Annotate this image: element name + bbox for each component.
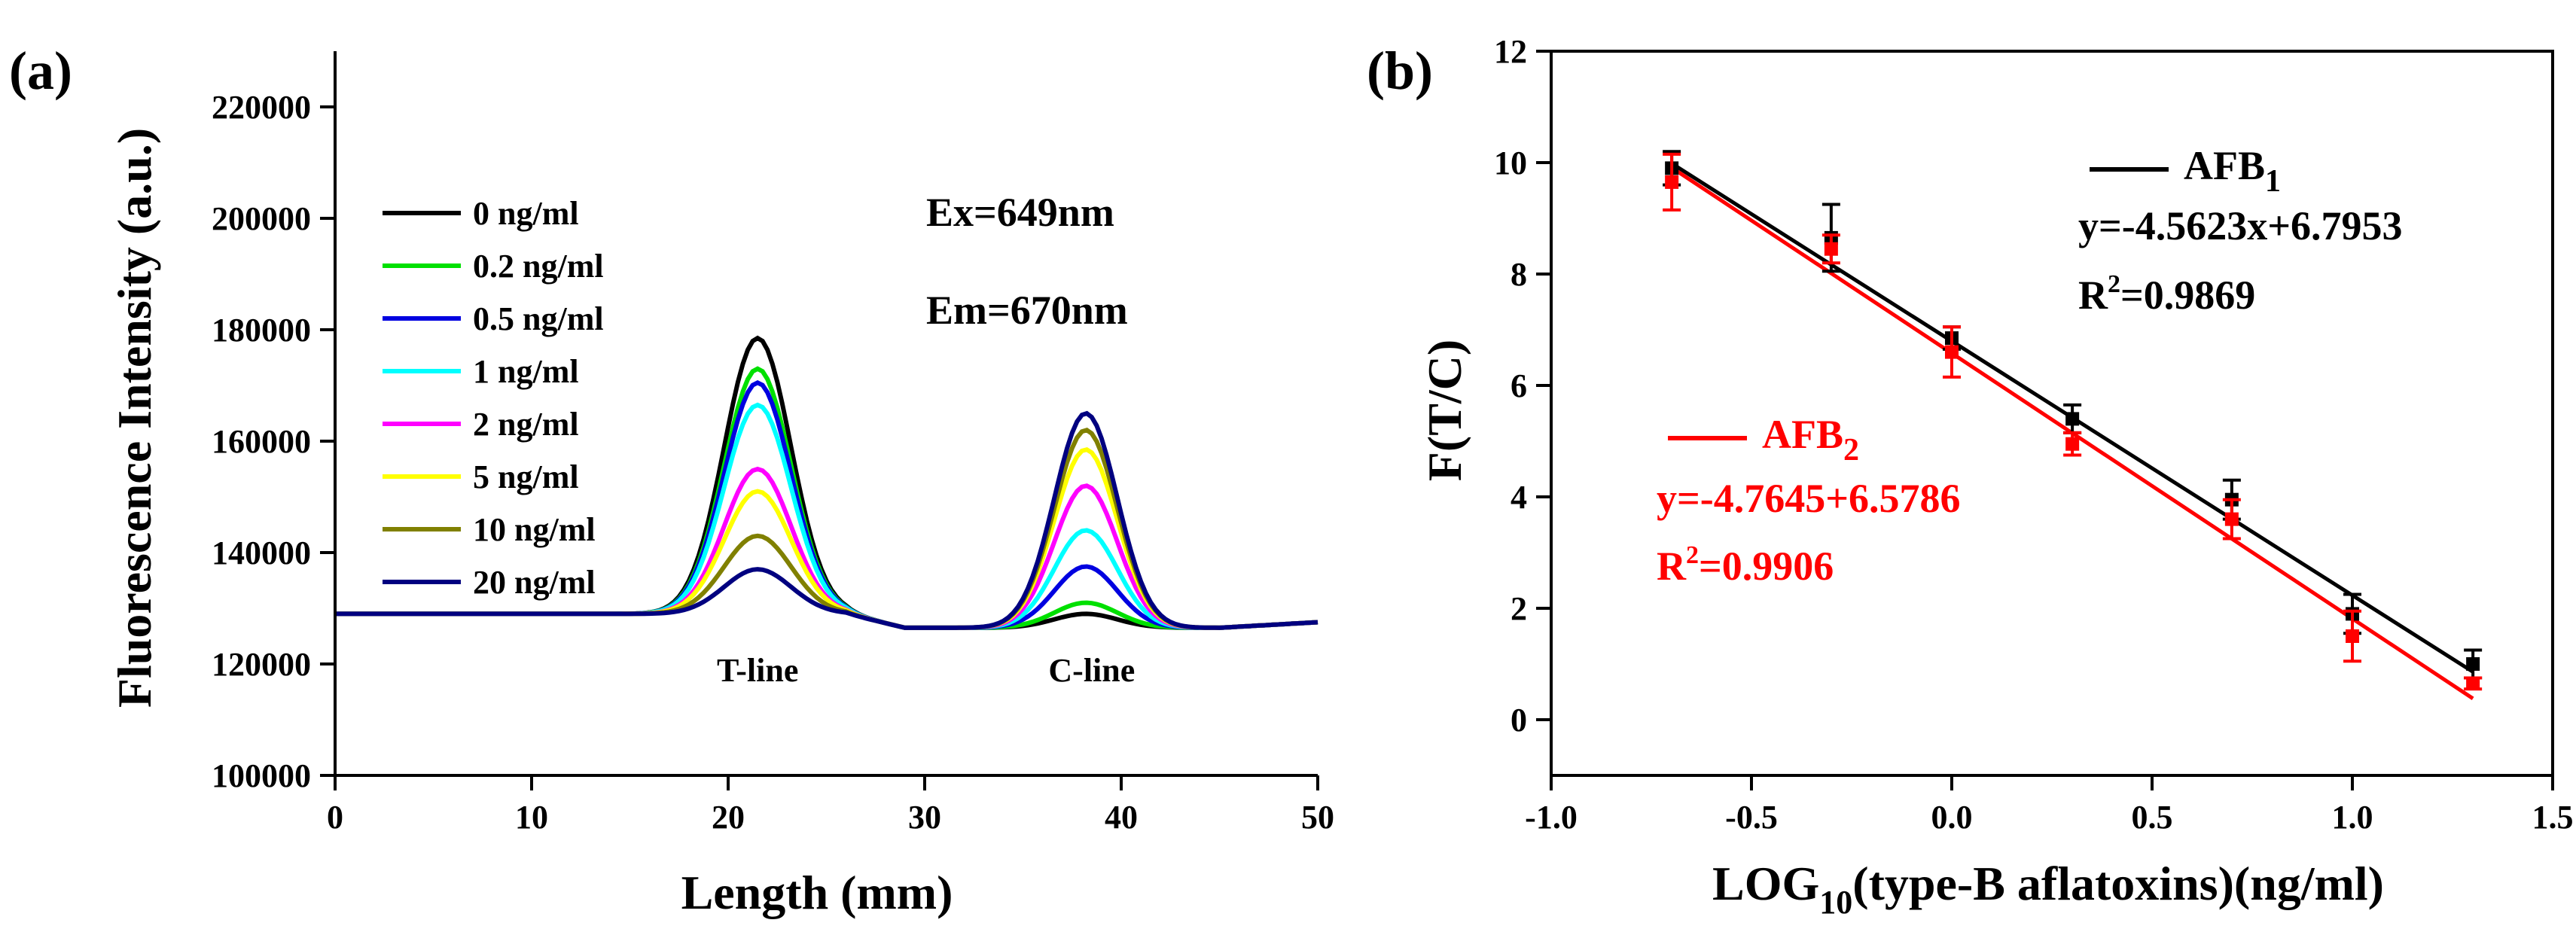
panel-b-x-tick-label: -1.0: [1525, 799, 1578, 836]
t-line-label: T-line: [717, 652, 798, 689]
data-point-afb2: [1945, 345, 1959, 359]
panel-a-y-tick-label: 160000: [212, 423, 311, 460]
legend-label-afb1: AFB1: [2184, 143, 2281, 199]
panel-a-y-tick-label: 140000: [212, 535, 311, 571]
panel-a-y-tick-label: 100000: [212, 757, 311, 794]
panel-b-x-tick-label: 1.5: [2532, 799, 2574, 836]
c-line-label: C-line: [1048, 652, 1135, 689]
legend-label: 2 ng/ml: [473, 406, 579, 443]
legend-label: 0 ng/ml: [473, 195, 579, 232]
panel-a-y-axis-title: Fluorescence Intensity (a.u.): [108, 128, 161, 708]
panel-a-x-axis-title: Length (mm): [681, 866, 953, 919]
panel-b-x-axis-title: LOG10(type-B aflatoxins)(ng/ml): [1712, 857, 2384, 921]
panel-a: (a) Fluorescence Intensity (a.u.) Length…: [9, 41, 1334, 919]
legend-label: 0.5 ng/ml: [473, 300, 604, 337]
legend-label: 0.2 ng/ml: [473, 248, 604, 285]
panel-b-x-tick-label: 0.5: [2132, 799, 2173, 836]
panel-a-x-tick-label: 20: [712, 799, 745, 836]
panel-b-y-tick-label: 8: [1511, 256, 1527, 293]
panel-b-x-tick-label: 0.0: [1931, 799, 1973, 836]
panel-a-x-tick-label: 30: [908, 799, 941, 836]
panel-b-y-tick-label: 10: [1494, 145, 1527, 181]
panel-a-y-tick-label: 220000: [212, 89, 311, 126]
data-point-afb2: [2346, 629, 2359, 643]
equation-afb1: y=-4.5623x+6.7953: [2078, 203, 2403, 248]
curve-20-ng-ml: [335, 410, 1318, 630]
panel-b-label: (b): [1367, 41, 1433, 101]
panel-a-x-tick-label: 50: [1301, 799, 1334, 836]
panel-b-y-tick-label: 6: [1511, 367, 1527, 404]
legend-label: 20 ng/ml: [473, 564, 596, 601]
panel-b: (b) F(T/C) LOG10(type-B aflatoxins)(ng/m…: [1367, 33, 2574, 921]
legend-label: 10 ng/ml: [473, 511, 596, 548]
legend-label-afb2: AFB2: [1762, 412, 1859, 468]
data-point-afb2: [1824, 242, 1838, 256]
r-squared-afb1: R2=0.9869: [2078, 270, 2255, 318]
panel-b-y-tick-label: 4: [1511, 479, 1527, 516]
panel-b-x-tick-label: 1.0: [2332, 799, 2373, 836]
panel-a-y-tick-label: 180000: [212, 312, 311, 349]
panel-a-x-tick-label: 0: [327, 799, 343, 836]
r-squared-afb2: R2=0.9906: [1657, 541, 1834, 589]
panel-b-x-tick-label: -0.5: [1725, 799, 1778, 836]
data-point-afb2: [2224, 512, 2239, 526]
excitation-annotation: Ex=649nm: [926, 190, 1114, 235]
data-point-afb1: [2065, 412, 2080, 426]
data-point-afb1: [2466, 657, 2480, 671]
panel-a-x-tick-label: 40: [1105, 799, 1138, 836]
panel-b-y-tick-label: 2: [1511, 590, 1527, 627]
legend-label: 5 ng/ml: [473, 458, 579, 495]
panel-b-plot-frame: [1550, 50, 2554, 777]
panel-a-y-tick-label: 200000: [212, 200, 311, 237]
equation-afb2: y=-4.7645+6.5786: [1657, 476, 1961, 521]
panel-b-y-axis-title: F(T/C): [1418, 340, 1471, 481]
data-point-afb2: [1665, 175, 1679, 189]
data-point-afb2: [2065, 437, 2080, 451]
panel-b-y-tick-label: 12: [1494, 33, 1527, 70]
panel-a-label: (a): [9, 41, 72, 101]
emission-annotation: Em=670nm: [926, 288, 1128, 333]
panel-a-x-tick-label: 10: [515, 799, 548, 836]
panel-b-y-tick-label: 0: [1511, 702, 1527, 739]
data-point-afb2: [2466, 676, 2480, 690]
legend-label: 1 ng/ml: [473, 353, 579, 390]
panel-a-y-tick-label: 120000: [212, 646, 311, 683]
